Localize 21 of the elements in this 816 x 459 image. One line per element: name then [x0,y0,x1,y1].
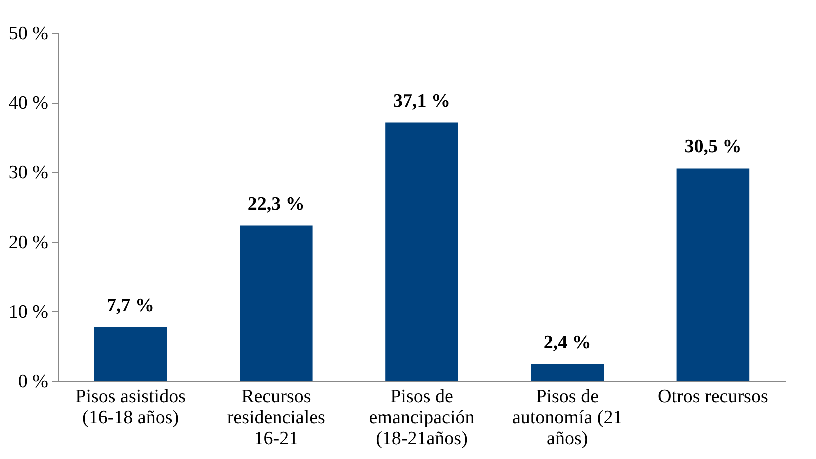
bar [386,122,458,381]
data-label: 22,3 % [248,194,305,215]
data-label: 30,5 % [684,136,742,158]
x-tick-label: Pisos de emancipación (18-21años) [369,386,476,450]
data-label: 7,7 % [107,295,155,316]
x-tick-label: Otros recursos [658,386,768,408]
data-label: 2,4 % [544,332,592,354]
y-tick-label: 50 % [8,24,49,44]
bar [240,226,313,381]
data-label: 37,1 % [394,90,450,112]
bar [531,364,604,381]
y-tick-label: 20 % [8,232,49,254]
bar [94,327,168,381]
x-tick-label: Pisos asistidos (16-18 años) [76,386,186,428]
y-tick-label: 30 % [8,162,49,184]
x-tick-label: Pisos de autonomía (21 años) [512,386,623,450]
x-tick-label: Recursos residenciales 16-21 [227,386,326,450]
y-tick-label: 0 % [18,372,49,392]
y-tick-label: 10 % [8,302,49,323]
bar [676,168,750,381]
y-tick-label: 40 % [8,93,49,114]
